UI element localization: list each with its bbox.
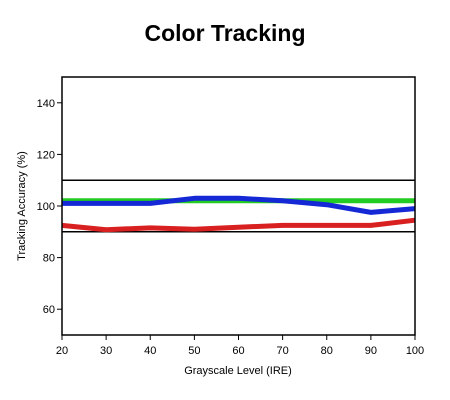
series-line-1	[62, 195, 416, 215]
x-tick-label: 100	[406, 345, 424, 357]
plot-frame	[61, 76, 416, 336]
x-tick-label: 30	[100, 345, 112, 357]
x-axis-label: Grayscale Level (IRE)	[184, 365, 292, 377]
x-tick-label: 40	[144, 345, 156, 357]
chart-title: Color Tracking	[144, 20, 306, 46]
x-tick-label: 70	[277, 345, 289, 357]
y-tick-label: 120	[37, 149, 55, 161]
y-tick-label: 60	[43, 304, 55, 316]
x-tick-label: 50	[188, 345, 200, 357]
y-tick-label: 100	[37, 201, 55, 213]
x-tick-label: 20	[56, 345, 68, 357]
y-tick-label: 80	[43, 253, 55, 265]
x-tick-label: 80	[321, 345, 333, 357]
y-tick-label: 140	[37, 98, 55, 110]
x-tick-label: 60	[232, 345, 244, 357]
series-line-2	[61, 217, 416, 233]
y-axis-label: Tracking Accuracy (%)	[16, 151, 28, 261]
x-tick-label: 90	[365, 345, 377, 357]
